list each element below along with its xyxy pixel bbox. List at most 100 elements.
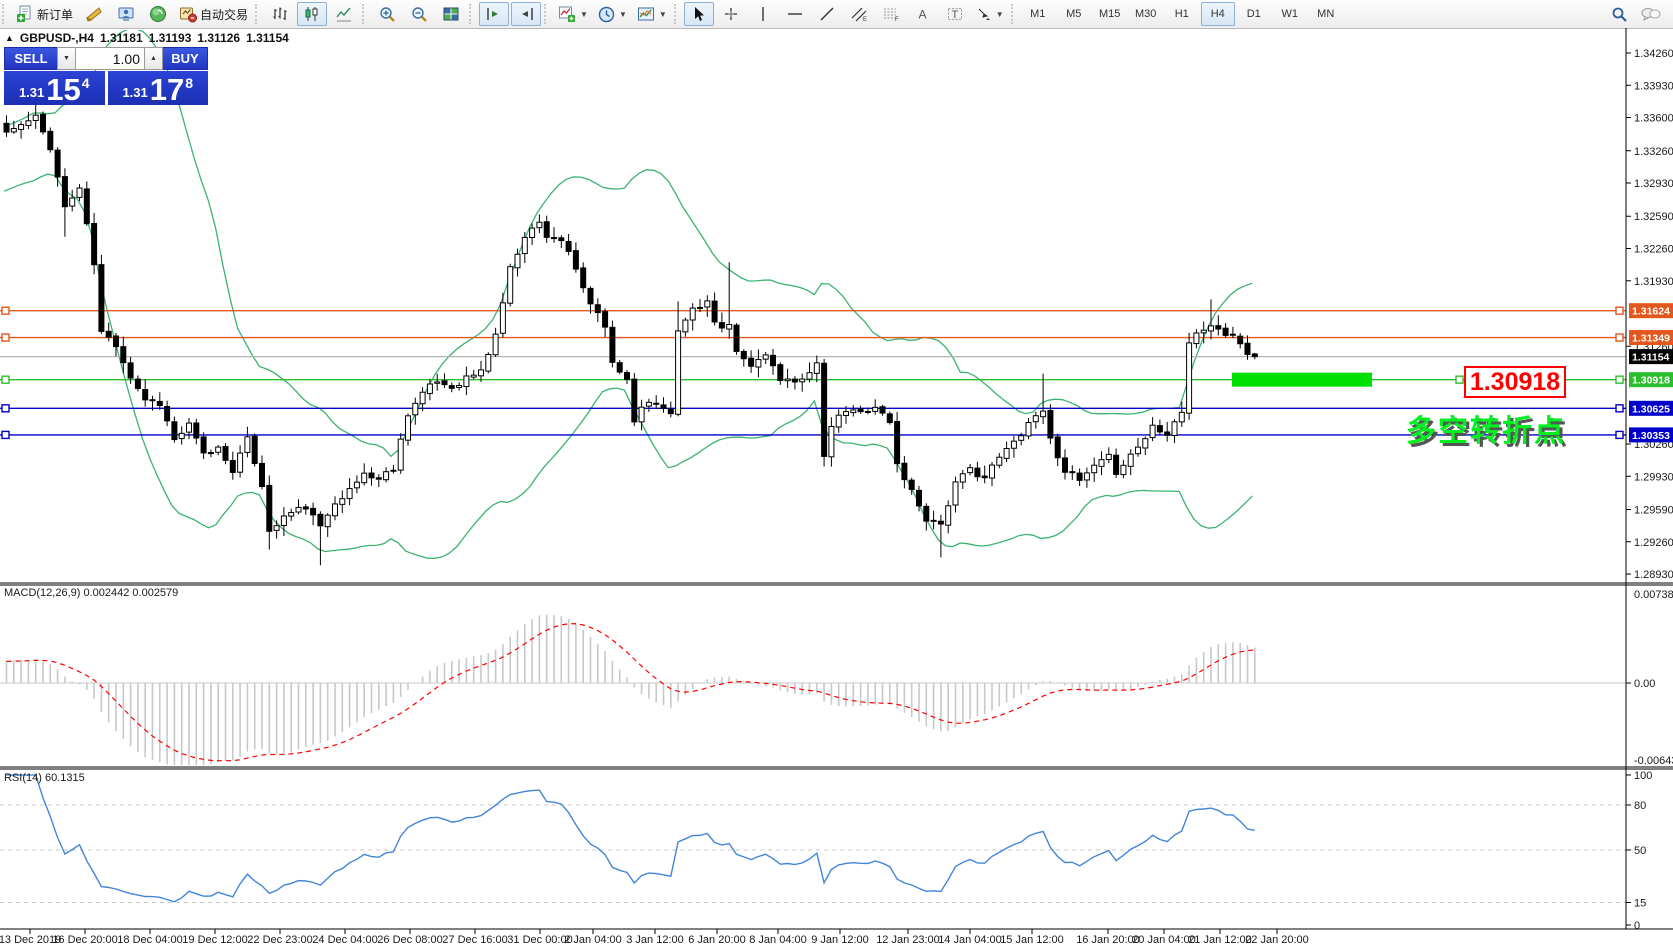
macd-signal-line: [6, 623, 1255, 762]
timeframe-h4-button[interactable]: H4: [1200, 2, 1235, 26]
macd-pane[interactable]: [0, 614, 1626, 765]
trendline-icon: [820, 7, 834, 21]
text-label-button[interactable]: T: [940, 2, 970, 26]
new-order-button[interactable]: 新订单: [12, 2, 77, 26]
svg-text:1.30625: 1.30625: [1632, 403, 1670, 415]
line-handle[interactable]: [1, 333, 10, 342]
line-handle[interactable]: [1615, 430, 1624, 440]
search-button[interactable]: [1604, 2, 1634, 26]
zoom-out-button[interactable]: [404, 2, 434, 26]
svg-text:21 Jan 12:00: 21 Jan 12:00: [1188, 934, 1252, 946]
timeframe-m1-button[interactable]: M1: [1030, 8, 1046, 20]
new-order-icon: [17, 5, 31, 22]
chart-window: 1.34260 1.33930 1.33600 1.33260 1.32930 1.325…: [0, 28, 1673, 949]
cursor-icon: [694, 7, 704, 21]
chat-button[interactable]: [1636, 2, 1666, 26]
main-price-pane[interactable]: [0, 29, 1626, 566]
line-chart-icon: [336, 7, 352, 22]
svg-text:1.31154: 1.31154: [1632, 352, 1670, 364]
timeframe-w1-button[interactable]: W1: [1281, 8, 1298, 20]
bar-chart-button[interactable]: [265, 2, 295, 26]
signals-button[interactable]: [143, 2, 173, 26]
svg-text:0.00: 0.00: [1634, 678, 1655, 690]
line-chart-button[interactable]: [329, 2, 359, 26]
svg-text:1.29590: 1.29590: [1634, 504, 1673, 516]
metaeditor-button[interactable]: [79, 2, 109, 26]
volume-decrease-button[interactable]: ▼: [57, 47, 76, 70]
svg-text:F: F: [895, 17, 899, 22]
bar-close-value: 1.31154: [246, 31, 289, 45]
macd-label: MACD(12,26,9) 0.002442 0.002579: [4, 587, 178, 599]
terminal-button[interactable]: [111, 2, 141, 26]
line-handle[interactable]: [1, 375, 10, 384]
indicators-button[interactable]: ▼: [554, 2, 592, 26]
chart-shift-button[interactable]: [511, 2, 542, 26]
candlestick-chart-button[interactable]: [297, 2, 328, 26]
line-handle[interactable]: [1455, 375, 1464, 384]
timeframe-mn-button[interactable]: MN: [1317, 8, 1335, 20]
bar-chart-icon: [273, 7, 287, 20]
symbol-header: ▲ GBPUSD-,H4 1.31181 1.31193 1.31126 1.3…: [5, 31, 289, 45]
line-handle[interactable]: [1615, 375, 1624, 384]
main-toolbar: 新订单: [0, 0, 1673, 29]
templates-button[interactable]: ▼: [633, 2, 671, 26]
tile-windows-button[interactable]: [436, 2, 466, 26]
sell-price-big: 15: [46, 72, 81, 107]
svg-text:1.31624: 1.31624: [1632, 306, 1670, 318]
toolbar-grip: [2, 4, 9, 24]
turning-point-annotation[interactable]: 多空转折点: [1406, 415, 1566, 448]
text-button[interactable]: A: [908, 2, 938, 26]
auto-scroll-button[interactable]: [479, 2, 510, 26]
symbol-title: GBPUSD-,H4: [19, 31, 94, 45]
fibonacci-button[interactable]: F: [876, 2, 906, 26]
periods-clock-icon: [598, 6, 615, 22]
cursor-button[interactable]: [683, 2, 714, 26]
chart-canvas[interactable]: 1.34260 1.33930 1.33600 1.33260 1.32930 1.325…: [0, 28, 1673, 949]
timeframe-h1-button[interactable]: H1: [1174, 8, 1189, 20]
svg-text:6 Jan 20:00: 6 Jan 20:00: [688, 934, 746, 946]
crosshair-button[interactable]: [716, 2, 746, 26]
timeframe-m30-button[interactable]: M30: [1135, 8, 1157, 20]
price-axis[interactable]: 1.34260 1.33930 1.33600 1.33260 1.32930 1.325…: [1626, 48, 1673, 932]
line-handle[interactable]: [1, 306, 10, 315]
line-handle[interactable]: [1, 404, 10, 413]
arrows-button[interactable]: ▼: [972, 2, 1008, 26]
volume-increase-button[interactable]: ▲: [144, 47, 163, 70]
line-handle[interactable]: [1615, 404, 1624, 413]
one-click-collapse-icon[interactable]: ▲: [5, 33, 14, 43]
line-handle[interactable]: [1, 430, 10, 440]
bollinger-upper-band: [3, 30, 1253, 458]
buy-price-box[interactable]: 1.31 17 8: [107, 71, 208, 105]
line-handle[interactable]: [1615, 306, 1624, 315]
trendline-button[interactable]: [812, 2, 842, 26]
buy-button[interactable]: BUY: [163, 47, 208, 70]
equidistant-channel-button[interactable]: E: [844, 2, 874, 26]
horizontal-line-button[interactable]: [780, 2, 810, 26]
buy-price-prefix: 1.31: [122, 85, 148, 100]
sell-price-prefix: 1.31: [18, 85, 45, 100]
svg-text:1.30918: 1.30918: [1632, 375, 1670, 387]
periods-button[interactable]: ▼: [594, 2, 631, 26]
vertical-line-button[interactable]: [748, 2, 778, 26]
timeframe-m5-button[interactable]: M5: [1066, 8, 1082, 20]
sell-price-box[interactable]: 1.31 15 4: [4, 71, 105, 105]
zoom-in-button[interactable]: [372, 2, 402, 26]
svg-text:12 Jan 23:00: 12 Jan 23:00: [876, 934, 940, 946]
timeframe-d1-button[interactable]: D1: [1246, 8, 1261, 20]
svg-text:16 Jan 20:00: 16 Jan 20:00: [1076, 934, 1140, 946]
new-order-label: 新订单: [37, 7, 74, 22]
rsi-line: [6, 774, 1255, 903]
sell-button[interactable]: SELL: [4, 47, 57, 70]
price-callout-box[interactable]: 1.30918: [1464, 366, 1566, 398]
volume-input[interactable]: 1.00: [76, 47, 144, 70]
autotrading-button[interactable]: 自动交易: [175, 2, 252, 26]
dropdown-caret-icon: ▼: [618, 9, 627, 19]
line-handle[interactable]: [1615, 333, 1624, 342]
timeframe-m15-button[interactable]: M15: [1099, 8, 1121, 20]
zoom-out-icon: [411, 6, 427, 22]
svg-text:1.34260: 1.34260: [1634, 48, 1673, 60]
highlight-zone[interactable]: [1232, 372, 1372, 387]
rsi-pane[interactable]: [0, 774, 1626, 903]
